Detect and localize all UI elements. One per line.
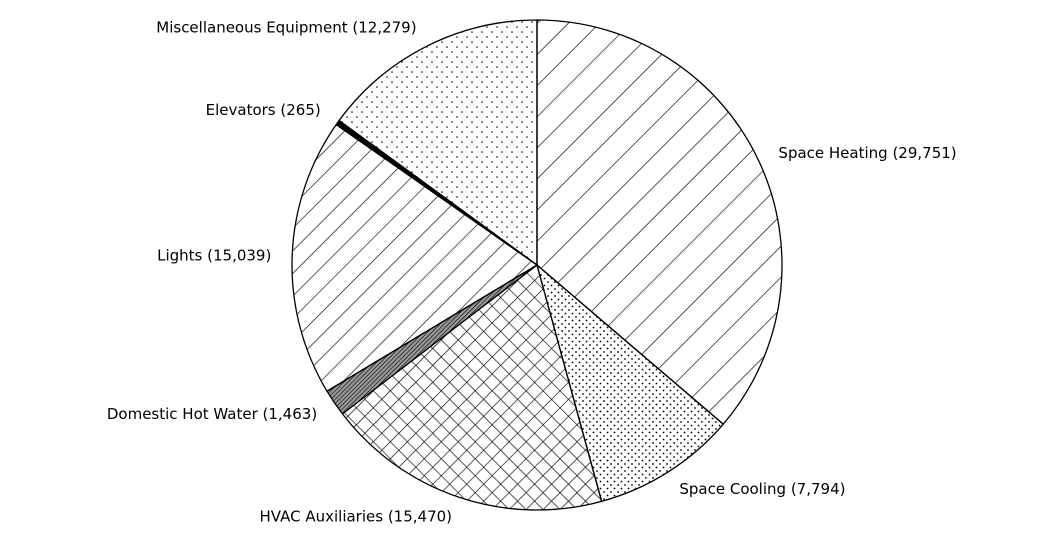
pie-slice — [341, 263, 603, 511]
pie-slice — [338, 19, 538, 267]
slice-label: Space Heating (29,751) — [778, 144, 956, 162]
pie-slice — [535, 263, 725, 503]
slice-label: Elevators (265) — [206, 101, 321, 119]
slice-label: Miscellaneous Equipment (12,279) — [156, 19, 416, 37]
slice-label: Lights (15,039) — [157, 246, 271, 264]
pie-slice — [291, 123, 539, 393]
slice-label: HVAC Auxiliaries (15,470) — [260, 507, 453, 525]
slice-label: Space Cooling (7,794) — [679, 480, 845, 498]
slice-label: Domestic Hot Water (1,463) — [107, 405, 317, 423]
pie-slice — [536, 19, 783, 426]
